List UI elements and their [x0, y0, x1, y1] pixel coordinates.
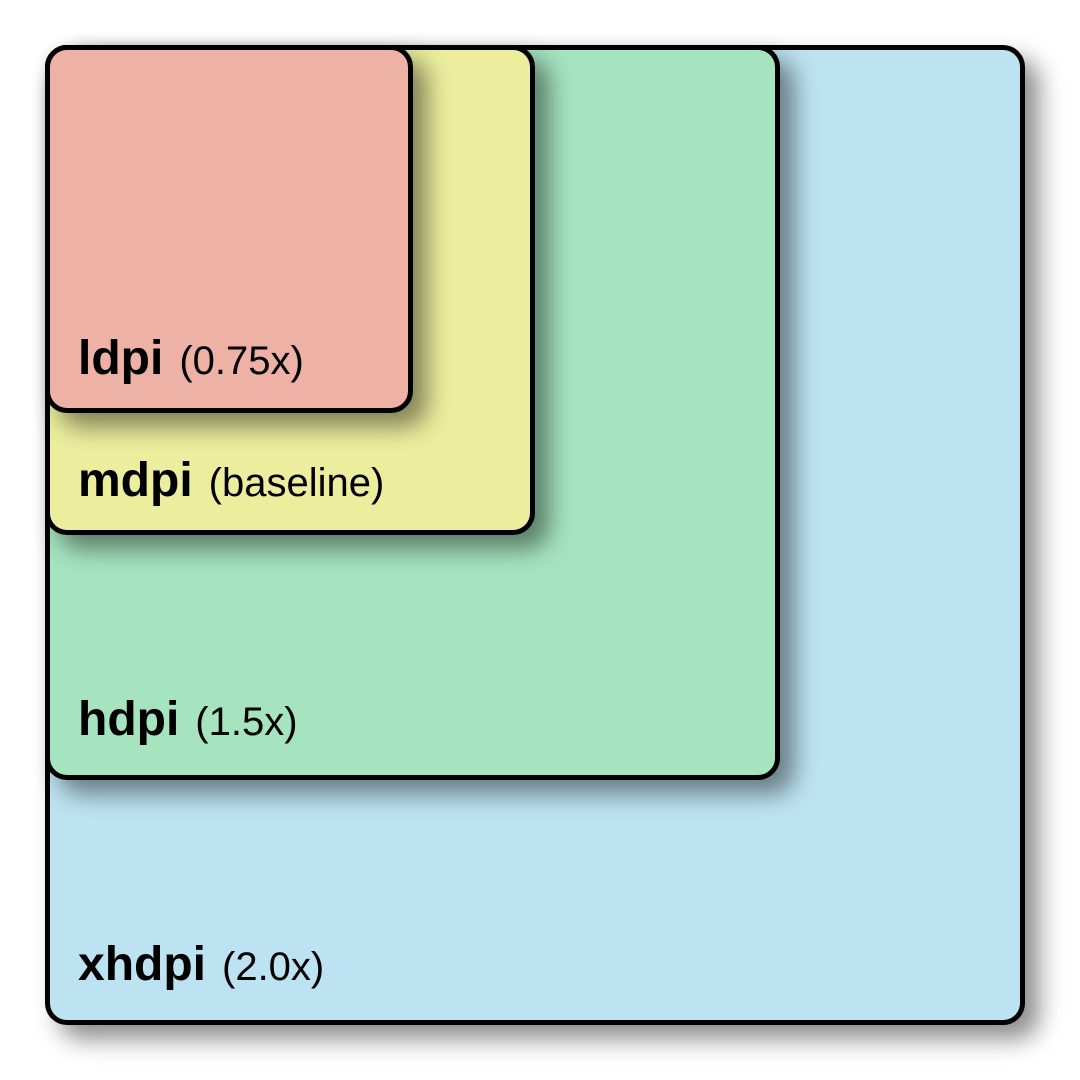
mdpi-label: mdpi (baseline)	[78, 453, 384, 508]
mdpi-name: mdpi	[78, 453, 193, 508]
ldpi-label: ldpi (0.75x)	[78, 331, 304, 386]
mdpi-multiplier: (baseline)	[209, 461, 385, 506]
hdpi-multiplier: (1.5x)	[195, 700, 297, 745]
hdpi-name: hdpi	[78, 692, 179, 747]
xhdpi-multiplier: (2.0x)	[222, 945, 324, 990]
xhdpi-name: xhdpi	[78, 937, 206, 992]
ldpi-multiplier: (0.75x)	[179, 339, 304, 384]
xhdpi-label: xhdpi (2.0x)	[78, 937, 324, 992]
hdpi-label: hdpi (1.5x)	[78, 692, 298, 747]
ldpi-box: ldpi (0.75x)	[45, 45, 413, 413]
ldpi-name: ldpi	[78, 331, 163, 386]
